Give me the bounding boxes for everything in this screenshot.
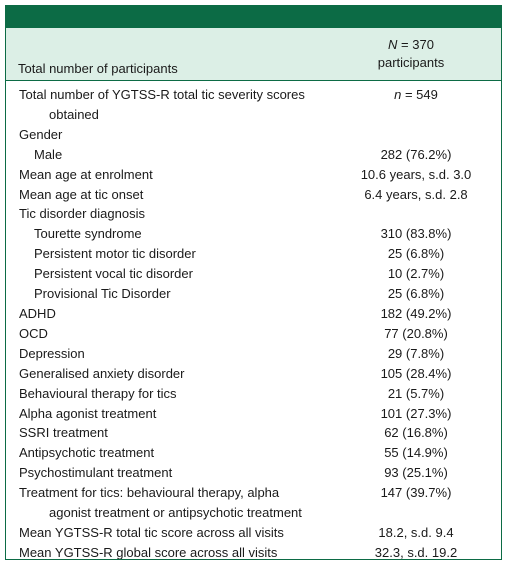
row-value: 10.6 years, s.d. 3.0 [360,166,472,182]
table-row: Generalised anxiety disorder 105 (28.4%) [6,364,501,384]
row-label: Generalised anxiety disorder [19,365,185,381]
row-value: 32.3, s.d. 19.2 [374,544,458,560]
row-value: 29 (7.8%) [387,345,445,361]
table-row: Provisional Tic Disorder 25 (6.8%) [6,284,501,304]
table-row: Male 282 (76.2%) [6,145,501,165]
row-label: Persistent motor tic disorder [34,246,196,262]
table-row: Treatment for tics: behavioural therapy,… [6,483,501,523]
row-label: Tic disorder diagnosis [19,206,145,222]
row-label: Mean age at tic onset [19,186,144,202]
table-row: ADHD 182 (49.2%) [6,304,501,324]
row-label: OCD [19,325,48,341]
header-right-label: N = 370 participants [341,36,481,72]
row-label: ADHD [19,305,56,321]
row-label: Mean YGTSS-R total tic score across all … [19,524,284,540]
table-top-band [6,6,501,28]
row-value: 21 (5.7%) [387,385,445,401]
row-label: Psychostimulant treatment [19,465,173,481]
row-value: 282 (76.2%) [380,146,452,162]
row-label: Antipsychotic treatment [19,445,155,461]
row-label-line1: Total number of YGTSS-R total tic severi… [19,87,305,102]
header-participants: participants [377,55,445,70]
table-row: Tic disorder diagnosis [6,204,501,224]
table-row: Persistent vocal tic disorder 10 (2.7%) [6,264,501,284]
row-value: 25 (6.8%) [387,286,445,302]
row-label: Alpha agonist treatment [19,405,157,421]
row-label: Persistent vocal tic disorder [34,266,193,282]
row-value: 55 (14.9%) [384,445,448,461]
header-left-label: Total number of participants [18,61,178,76]
table-row: SSRI treatment 62 (16.8%) [6,423,501,443]
table-body: Total number of YGTSS-R total tic severi… [6,81,501,560]
row-label: Mean age at enrolment [19,166,153,182]
row-label: Tourette syndrome [34,226,142,242]
row-value: 310 (83.8%) [380,226,452,242]
table-row: Mean age at tic onset 6.4 years, s.d. 2.8 [6,185,501,205]
row-label-line2: obtained [49,106,99,122]
row-value-number: = 549 [401,87,438,102]
row-value: 62 (16.8%) [384,425,448,441]
row-label-line1: Treatment for tics: behavioural therapy,… [19,485,280,501]
row-value: n = 549 [346,85,486,105]
table-row: Mean YGTSS-R total tic score across all … [6,523,501,543]
table-row: Total number of YGTSS-R total tic severi… [6,85,501,125]
row-label: Depression [19,345,85,361]
row-value: 93 (25.1%) [384,465,448,481]
row-value: 77 (20.8%) [384,325,448,341]
table-row: Mean age at enrolment 10.6 years, s.d. 3.… [6,165,501,185]
table-row: OCD 77 (20.8%) [6,324,501,344]
row-value: 6.4 years, s.d. 2.8 [364,186,468,202]
row-value: 105 (28.4%) [380,365,452,381]
row-label: Treatment for tics: behavioural therapy,… [6,483,346,523]
row-label: Gender [19,126,63,142]
row-value: 18.2, s.d. 9.4 [378,524,454,540]
header-n-value: = 370 [397,37,434,52]
table-row: Depression 29 (7.8%) [6,344,501,364]
row-label: Male [34,146,63,162]
row-value: 10 (2.7%) [387,266,445,282]
table-header: Total number of participants N = 370 par… [6,28,501,81]
table-row: Gender [6,125,501,145]
row-value: 182 (49.2%) [380,305,452,321]
table-row: Alpha agonist treatment 101 (27.3%) [6,404,501,424]
row-label: SSRI treatment [19,425,108,441]
table-row: Persistent motor tic disorder 25 (6.8%) [6,244,501,264]
row-label: Total number of YGTSS-R total tic severi… [6,85,346,125]
row-value: 101 (27.3%) [380,405,452,421]
row-value-symbol: n [394,87,402,102]
row-value: 147 (39.7%) [380,485,452,501]
row-label: Mean YGTSS-R global score across all vis… [19,544,278,560]
row-label-line2: agonist treatment or antipsychotic treat… [49,505,302,521]
row-label: Provisional Tic Disorder [34,286,171,302]
table-row: Tourette syndrome 310 (83.8%) [6,224,501,244]
table-row: Mean YGTSS-R global score across all vis… [6,543,501,560]
table-row: Antipsychotic treatment 55 (14.9%) [6,443,501,463]
header-n-symbol: N [388,37,398,52]
table-row: Psychostimulant treatment 93 (25.1%) [6,463,501,483]
table-row: Behavioural therapy for tics 21 (5.7%) [6,384,501,404]
participants-table: Total number of participants N = 370 par… [5,5,502,560]
row-value: 25 (6.8%) [387,246,445,262]
row-label: Behavioural therapy for tics [19,385,177,401]
